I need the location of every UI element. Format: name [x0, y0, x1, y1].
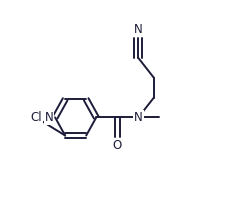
- Text: N: N: [45, 111, 53, 124]
- Text: O: O: [113, 139, 122, 152]
- Text: N: N: [134, 23, 143, 36]
- Text: Cl: Cl: [30, 111, 42, 124]
- Text: N: N: [134, 111, 143, 124]
